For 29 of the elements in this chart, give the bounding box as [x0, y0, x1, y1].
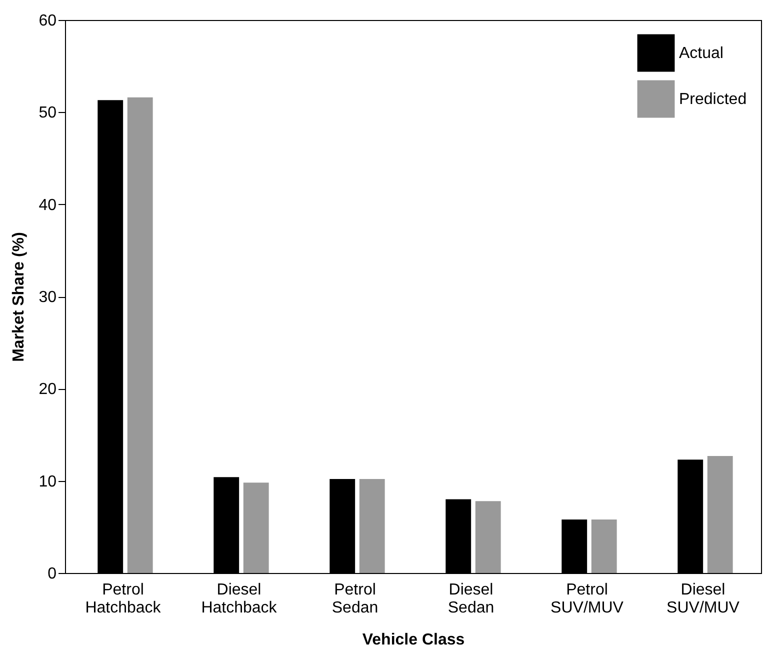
legend-label: Actual — [679, 45, 724, 62]
y-tick-label: 50 — [38, 104, 57, 122]
y-axis-title: Market Share (%) — [10, 232, 28, 362]
bar — [475, 501, 501, 573]
y-tick-label: 10 — [38, 473, 57, 490]
y-tick-label: 60 — [38, 12, 57, 30]
y-tick-label: 30 — [38, 289, 57, 306]
x-tick-label: Petrol SUV/MUV — [550, 582, 624, 616]
bar — [359, 478, 385, 573]
x-tick-label: Petrol Hatchback — [85, 582, 162, 616]
y-tick-label: 40 — [38, 196, 57, 214]
bar — [127, 97, 153, 573]
x-axis-title: Vehicle Class — [362, 632, 465, 648]
x-tick-label: Diesel Hatchback — [201, 582, 278, 616]
bar — [446, 499, 472, 573]
legend-label: Predicted — [679, 91, 747, 108]
bar — [98, 100, 124, 573]
bar — [562, 520, 588, 573]
bar — [243, 482, 269, 573]
bar — [678, 460, 704, 573]
bar — [707, 456, 733, 573]
x-tick-label: Diesel Sedan — [448, 582, 494, 616]
x-tick-label: Petrol Sedan — [332, 582, 378, 616]
y-tick-label: 20 — [38, 381, 57, 398]
bar — [214, 477, 240, 573]
y-tick-label: 0 — [48, 566, 57, 582]
x-tick-label: Diesel SUV/MUV — [666, 582, 740, 616]
bar — [330, 478, 356, 573]
bar — [591, 520, 617, 573]
